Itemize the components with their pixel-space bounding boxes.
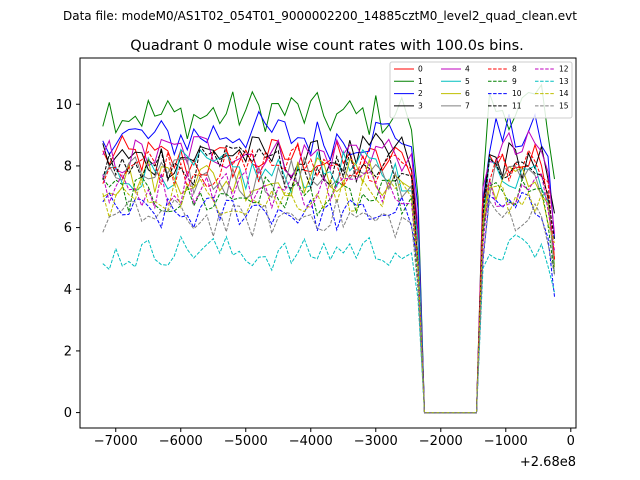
- y-tick-label: 6: [64, 221, 72, 236]
- y-tick-label: 0: [64, 406, 72, 421]
- x-tick-label: 0: [567, 434, 575, 449]
- x-tick-label: −6000: [159, 434, 203, 449]
- legend-label-6: 6: [465, 89, 470, 98]
- y-axis: 0 2 4 6 8 10: [55, 98, 80, 421]
- series-line-6: [102, 157, 555, 414]
- legend-label-11: 11: [512, 101, 522, 110]
- x-axis: −7000 −6000 −5000 −4000 −3000 −2000 −1000 0: [94, 428, 575, 449]
- x-tick-label: −5000: [224, 434, 268, 449]
- legend-label-14: 14: [559, 89, 569, 98]
- chart-suptitle: Data file: modeM0/AS1T02_054T01_90000022…: [63, 9, 577, 23]
- series-line-4: [102, 129, 555, 414]
- y-tick-label: 10: [55, 98, 72, 113]
- legend-label-13: 13: [559, 77, 569, 86]
- legend-label-5: 5: [465, 77, 470, 86]
- x-tick-label: −4000: [289, 434, 333, 449]
- x-tick-label: −1000: [484, 434, 528, 449]
- y-tick-label: 4: [64, 283, 72, 298]
- legend-label-2: 2: [418, 89, 423, 98]
- series-line-13: [102, 234, 555, 414]
- x-tick-label: −2000: [419, 434, 463, 449]
- series-line-15: [102, 198, 555, 414]
- y-tick-label: 2: [64, 344, 72, 359]
- x-offset-label: +2.68e8: [520, 455, 576, 470]
- series-line-9: [102, 176, 555, 414]
- series-layer: [102, 83, 555, 414]
- series-line-7: [102, 156, 555, 414]
- legend-label-12: 12: [559, 65, 569, 74]
- legend-box: [389, 61, 573, 119]
- x-tick-label: −3000: [354, 434, 398, 449]
- legend-label-15: 15: [559, 101, 569, 110]
- series-line-12: [102, 168, 555, 414]
- series-line-11: [102, 144, 555, 414]
- legend-label-8: 8: [512, 65, 517, 74]
- legend-label-3: 3: [418, 101, 423, 110]
- series-line-3: [102, 132, 555, 414]
- y-tick-label: 8: [64, 159, 72, 174]
- legend-label-1: 1: [418, 77, 423, 86]
- series-line-1: [102, 83, 555, 414]
- legend-label-9: 9: [512, 77, 517, 86]
- plot-frame: [79, 57, 577, 429]
- chart-title: Quadrant 0 module wise count rates with …: [130, 38, 524, 54]
- legend-label-0: 0: [418, 65, 423, 74]
- series-line-14: [102, 178, 555, 414]
- x-tick-label: −7000: [94, 434, 138, 449]
- legend-label-4: 4: [465, 65, 470, 74]
- legend-label-10: 10: [512, 89, 522, 98]
- legend-label-7: 7: [465, 101, 470, 110]
